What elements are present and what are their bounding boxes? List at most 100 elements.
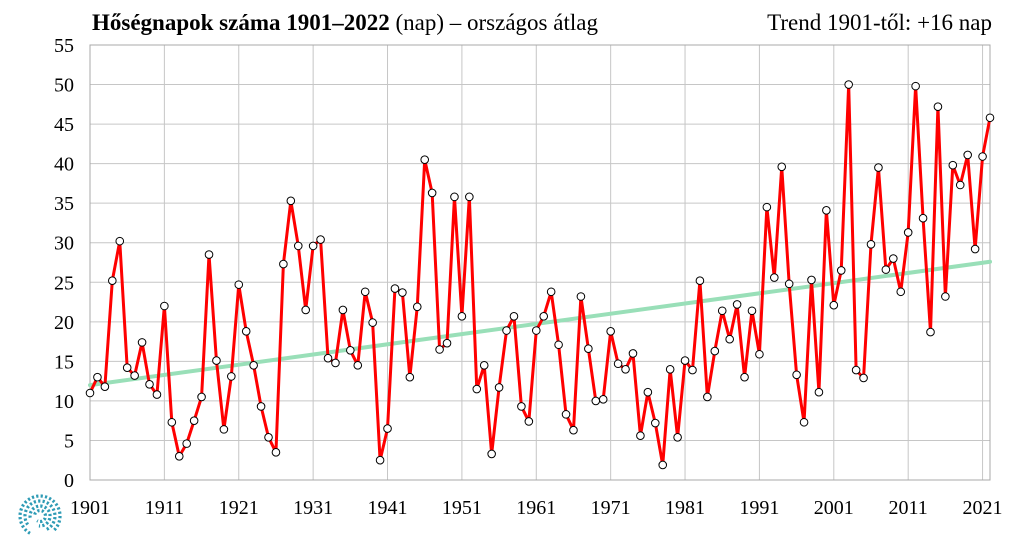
data-point <box>889 254 898 263</box>
data-point <box>145 380 154 389</box>
data-point <box>762 202 772 212</box>
data-point <box>970 244 980 254</box>
data-point <box>293 241 303 251</box>
data-point <box>465 192 474 202</box>
data-point <box>859 373 868 383</box>
x-tick-label: 1981 <box>665 497 705 519</box>
data-point <box>792 370 801 380</box>
data-point <box>844 80 853 89</box>
data-point <box>160 301 169 311</box>
data-point <box>346 345 355 355</box>
data-point <box>204 250 214 259</box>
data-point <box>375 455 385 465</box>
data-point <box>613 359 623 369</box>
data-point <box>710 346 720 356</box>
data-point <box>955 180 965 190</box>
swirl-logo-icon <box>18 494 62 535</box>
data-point <box>658 460 668 470</box>
data-point <box>286 196 296 206</box>
data-point <box>487 449 496 459</box>
data-point <box>963 150 972 160</box>
data-point <box>279 259 288 269</box>
data-point <box>390 284 400 293</box>
data-point <box>427 188 437 198</box>
data-point <box>256 402 266 411</box>
data-point <box>643 387 653 397</box>
data-point <box>546 287 556 297</box>
data-point <box>494 383 504 392</box>
data-point <box>212 356 221 365</box>
data-point <box>316 235 325 244</box>
y-tick-label: 45 <box>54 114 74 136</box>
y-tick-label: 10 <box>54 391 74 413</box>
data-point <box>598 395 608 404</box>
data-point <box>360 287 370 297</box>
data-point <box>621 364 630 374</box>
data-point <box>100 382 110 391</box>
data-point <box>695 276 705 285</box>
data-point <box>137 338 147 347</box>
logo-arc <box>18 494 62 535</box>
y-tick-label: 0 <box>64 470 74 492</box>
data-point <box>368 318 377 327</box>
data-point <box>115 236 125 246</box>
data-point <box>866 240 876 249</box>
data-point <box>219 425 229 434</box>
y-tick-label: 50 <box>54 75 74 97</box>
data-point <box>606 327 615 336</box>
x-tick-label: 1991 <box>739 497 779 519</box>
data-point <box>822 206 831 215</box>
x-tick-label: 1911 <box>145 497 184 519</box>
chart-title-main: Hőségnapok száma 1901–2022 <box>92 10 390 35</box>
x-tick-label: 2001 <box>814 497 854 519</box>
data-point <box>442 338 452 348</box>
x-tick-label: 1961 <box>516 497 556 519</box>
data-point <box>911 81 920 91</box>
data-points <box>85 80 995 470</box>
data-point <box>85 388 95 398</box>
data-point <box>851 365 861 375</box>
data-point <box>398 288 407 297</box>
x-tick-label: 1921 <box>219 497 259 519</box>
data-point <box>561 410 571 419</box>
trend-annotation: Trend 1901-től: +16 nap <box>767 10 992 35</box>
data-point <box>539 311 549 321</box>
data-point <box>130 371 139 380</box>
x-tick-label: 1931 <box>293 497 333 519</box>
data-point <box>323 353 333 363</box>
data-point <box>628 349 638 358</box>
data-point <box>636 431 645 441</box>
data-point <box>435 345 444 354</box>
data-point <box>301 305 311 315</box>
chart-title-subtitle: (nap) – országos átlag <box>395 10 598 35</box>
data-point <box>717 306 727 316</box>
logo-arc <box>23 499 57 532</box>
data-point <box>576 292 586 301</box>
data-point <box>502 326 511 335</box>
data-point <box>308 241 318 251</box>
data-point <box>680 356 690 365</box>
data-point <box>591 396 601 406</box>
data-point <box>926 327 935 337</box>
data-point <box>836 266 846 275</box>
data-point <box>799 417 809 427</box>
data-point <box>420 155 430 164</box>
data-point <box>978 152 987 161</box>
data-point <box>829 300 839 310</box>
y-tick-label: 20 <box>54 312 74 334</box>
data-point <box>985 113 995 123</box>
data-point <box>412 302 422 312</box>
data-point <box>814 387 824 397</box>
data-point <box>569 425 578 435</box>
x-tick-label: 2011 <box>889 497 928 519</box>
data-point <box>941 292 950 301</box>
data-point <box>948 160 958 170</box>
data-point <box>264 432 273 442</box>
data-point <box>152 390 162 399</box>
data-point <box>234 280 244 289</box>
data-point <box>338 305 348 315</box>
data-point <box>703 392 712 402</box>
y-tick-label: 25 <box>54 272 74 294</box>
data-point <box>93 372 102 382</box>
